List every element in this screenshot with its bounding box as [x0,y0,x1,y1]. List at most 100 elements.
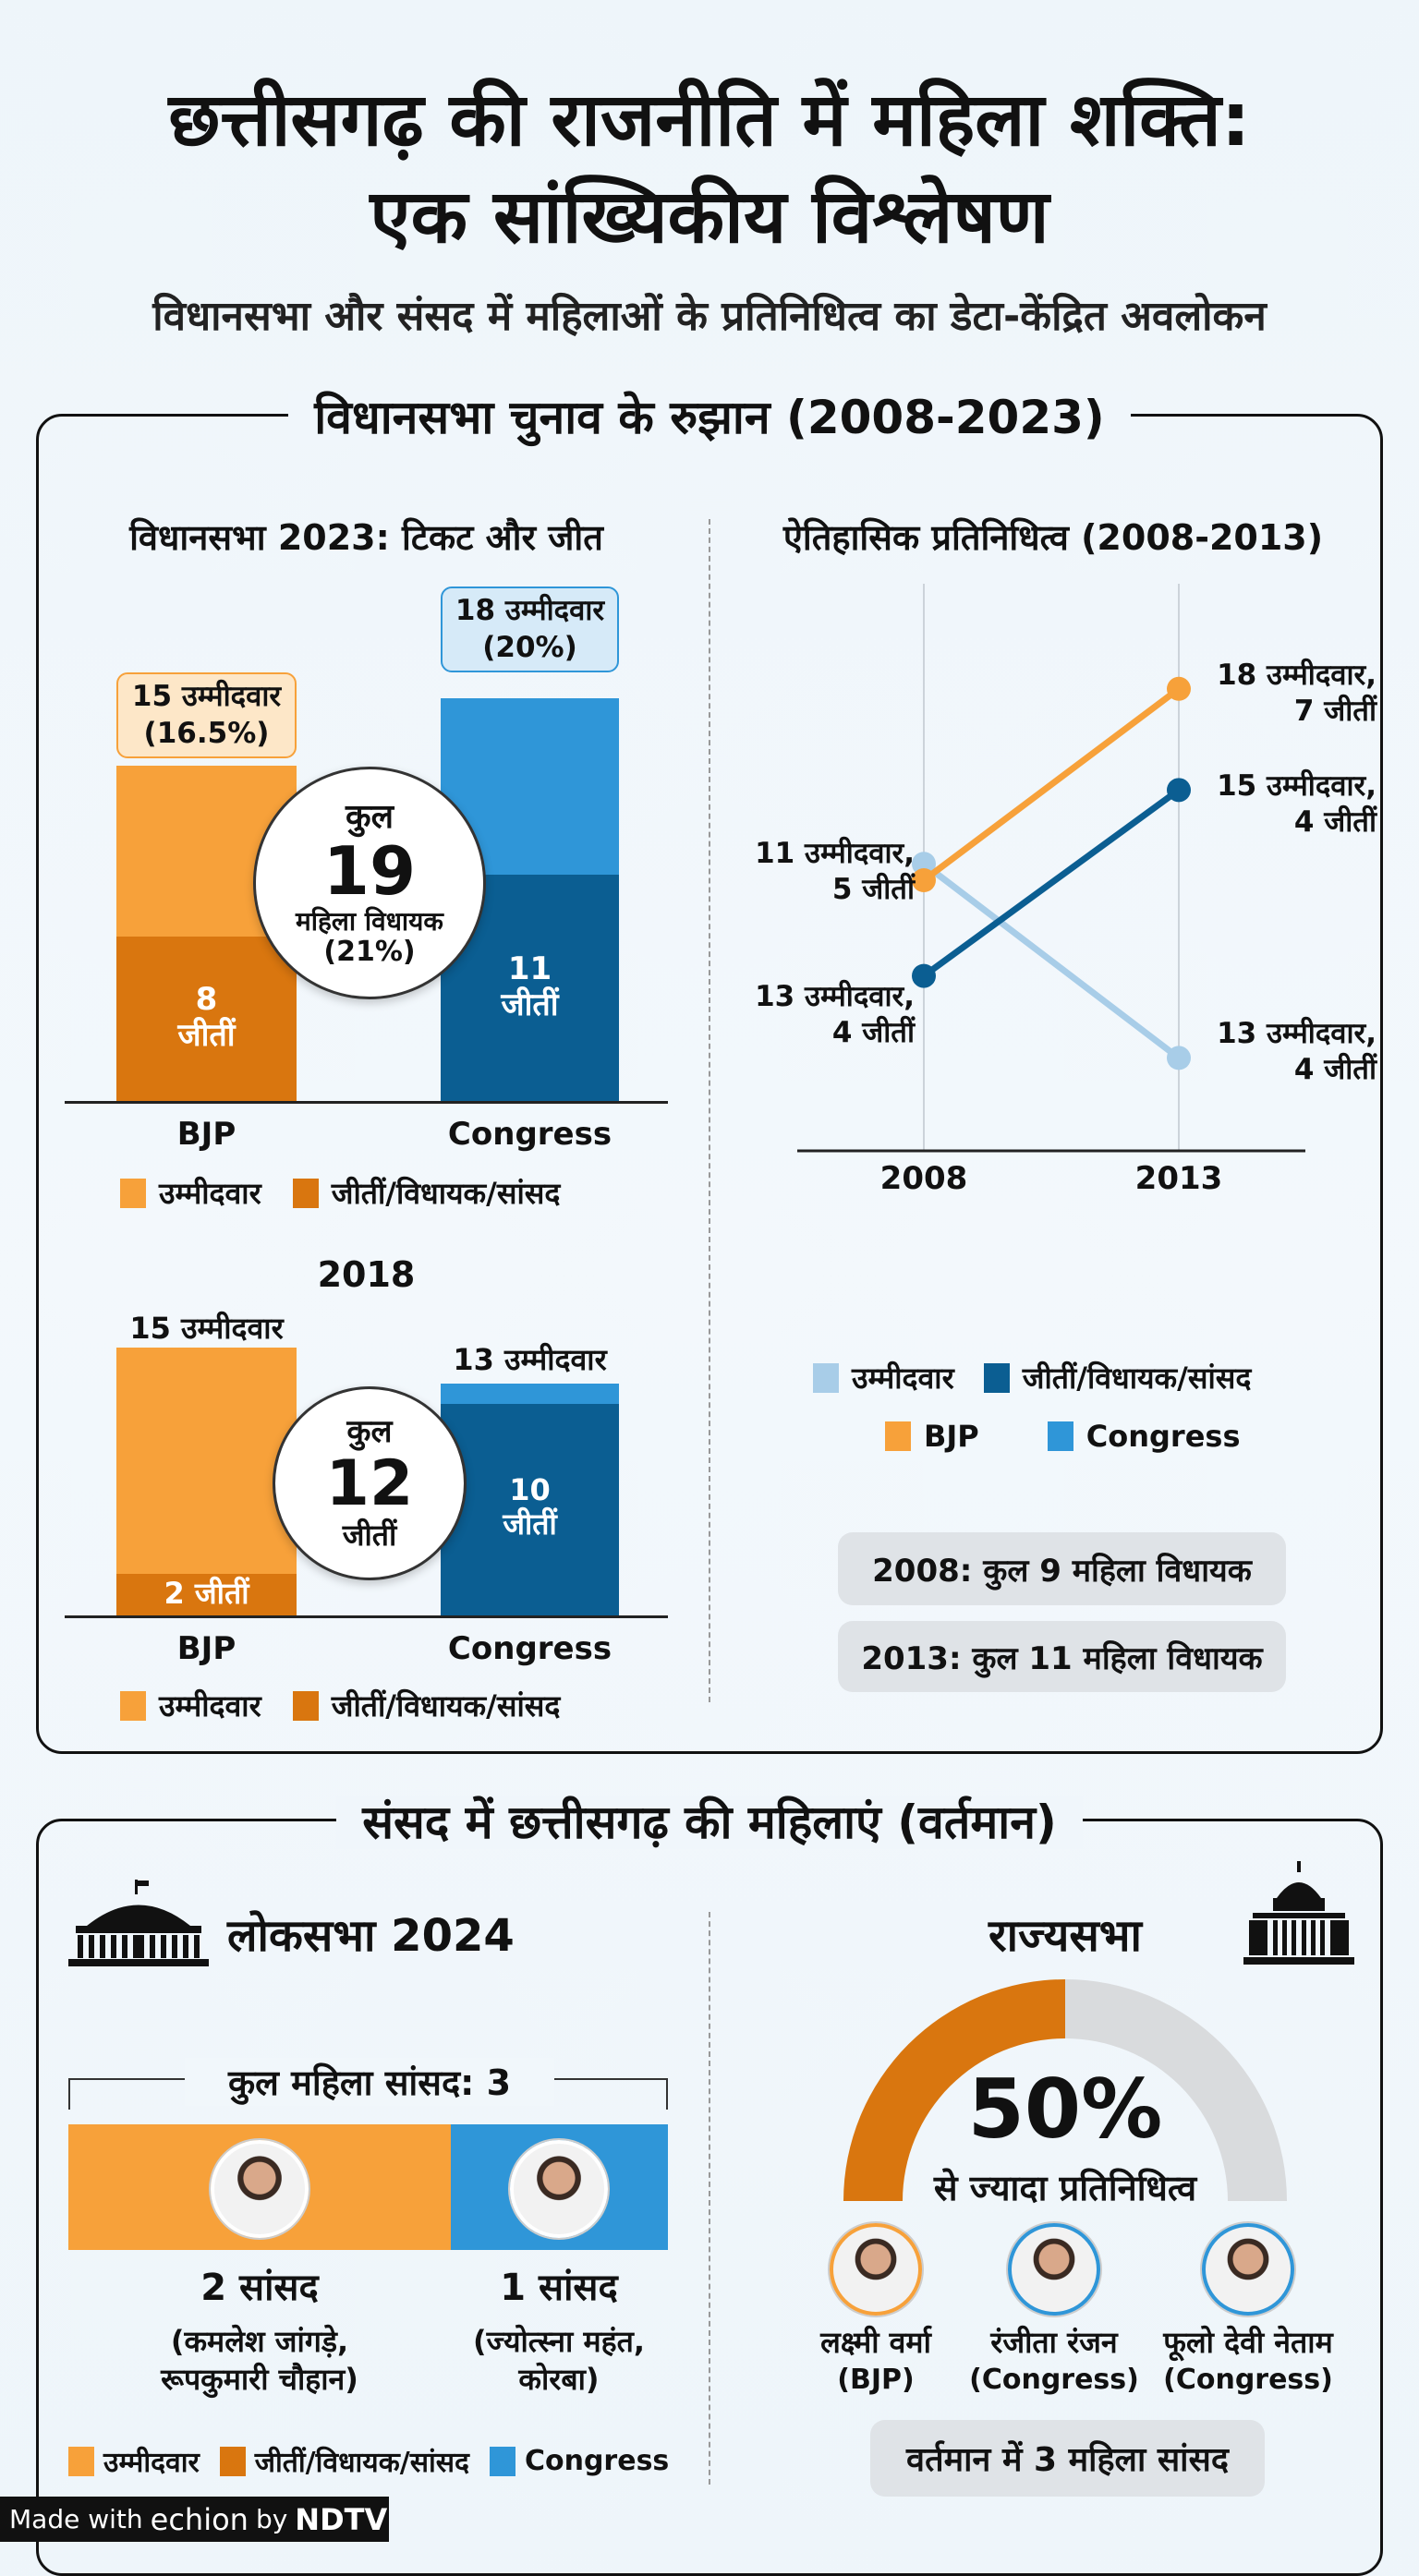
callout-text: 18 उम्मीदवार [455,594,605,627]
mp-avatar-congress [510,2140,608,2238]
chart-historical-title: ऐतिहासिक प्रतिनिधित्व (2008-2013) [782,517,1324,558]
callout-percent: (20%) [482,631,577,665]
member-name: रंजीता रंजन [990,2325,1118,2360]
section-parliament-heading: संसद में छत्तीसगढ़ की महिलाएं (वर्तमान) [0,1789,1419,1852]
annotation-right: 15 उम्मीदवार, 4 जीतीं [1192,768,1377,841]
gauge-caption: से ज्यादा प्रतिनिधित्व [933,2168,1197,2208]
congress-2018-top-label: 13 उम्मीदवार [453,1342,607,1377]
win-label-congress: 10 जीतीं [441,1473,619,1542]
total-2023-circle: कुल 19 महिला विधायक (21%) [253,767,486,999]
member-avatar [1008,2223,1100,2316]
legend-label: Congress [524,2445,670,2477]
circle-caption: महिला विधायक [296,906,443,937]
win-label-bjp: 8 जीतीं [116,982,297,1054]
x-label-bjp: BJP [176,1116,236,1153]
bjp-mp-names1: (कमलेश जांगड़े, [170,2324,349,2359]
data-point [912,852,936,877]
legend-swatch-candidates [68,2446,94,2476]
x-label-congress: Congress [447,1630,612,1667]
legend-swatch-candidates [813,1362,839,1393]
series-line [921,686,1182,883]
win-label-congress: 11 जीतीं [441,950,619,1023]
gauge-filled-arc [843,1979,1065,2201]
rajyasabha-gauge [843,1979,1287,2201]
legend-swatch-wins [292,1178,319,1208]
win-label-line: 8 [195,981,218,1019]
annotation-line: 13 उम्मीदवार, [755,980,915,1013]
legend-label: जीतीं/विधायक/सांसद [331,1176,561,1211]
line-legend-row1: उम्मीदवार जीतीं/विधायक/सांसद [813,1358,1251,1397]
win-label-line: 10 [509,1472,551,1507]
annotation-left: 13 उम्मीदवार, 4 जीतीं [711,979,915,1051]
legend-label: उम्मीदवार [103,2447,200,2479]
series-line [921,861,1182,1061]
legend-swatch-candidates [120,1690,146,1721]
win-label-line: जीतीं [501,986,559,1023]
annotation-line: 4 जीतीं [831,1015,915,1049]
chart-2018-title: 2018 [317,1254,416,1295]
footer-by: by [255,2504,288,2534]
callout-percent: (16.5%) [143,717,270,751]
congress-mp-names1: (ज्योत्स्ना महंत, [473,2324,645,2359]
circle-number: 19 [322,832,417,911]
win-label-line: जीतीं [177,1017,236,1055]
bar-candidates-bjp [116,1348,297,1616]
x-axis-2023 [65,1101,668,1104]
line-chart [797,584,1305,1153]
rajyasabha-building-icon [1243,1861,1354,1965]
legend-swatch-wins [219,2446,246,2476]
x-axis-2018 [65,1615,668,1618]
loksabha-total: कुल महिला सांसद: 3 [185,2058,554,2106]
legend-swatch-candidates [120,1178,146,1208]
x-label-bjp: BJP [176,1630,236,1667]
member-party: (BJP) [837,2364,915,2396]
page-title-line2: एक सांख्यिकीय विश्लेषण [370,174,1049,260]
member-avatar [830,2223,922,2316]
legend-label: BJP [924,1419,979,1454]
circle-number: 12 [325,1446,414,1520]
page-subtitle: विधानसभा और संसद में महिलाओं के प्रतिनिध… [152,293,1267,340]
legend-2018: उम्मीदवार जीतीं/विधायक/सांसद [120,1686,560,1725]
section-divider [709,519,710,1702]
legend-label: Congress [1085,1419,1241,1454]
note-2013: 2013: कुल 11 महिला विधायक [838,1621,1286,1692]
echion-logo: echion [150,2501,249,2537]
legend-label: जीतीं/विधायक/सांसद [1022,1361,1252,1396]
x-label-2013: 2013 [1134,1160,1223,1197]
data-point [912,963,936,988]
circle-label: कुल [346,1413,393,1451]
legend-swatch-congress [489,2446,515,2476]
callout-text: 15 उम्मीदवार [131,680,282,713]
footer-made-with: Made with [9,2504,143,2534]
chart-2023-title: विधानसभा 2023: टिकट और जीत [129,517,603,558]
win-label-bjp: 2 जीतीं [116,1577,297,1611]
rajyasabha-note: वर्तमान में 3 महिला सांसद [870,2420,1265,2497]
legend-label: उम्मीदवार [159,1688,261,1723]
legend-swatch-wins [983,1362,1010,1393]
legend-label: जीतीं/विधायक/सांसद [331,1688,561,1723]
annotation-line: 15 उम्मीदवार, [1217,769,1377,803]
legend-swatch-wins [292,1690,319,1721]
mp-avatar-bjp [211,2140,309,2238]
legend-2023: उम्मीदवार जीतीं/विधायक/सांसद [120,1173,560,1213]
annotation-left: 11 उम्मीदवार, 5 जीतीं [711,836,915,908]
data-point [1167,778,1191,803]
ndtv-logo: NDTV [295,2501,388,2537]
annotation-right: 18 उम्मीदवार, 7 जीतीं [1192,658,1377,730]
congress-mp-count: 1 सांसद [500,2267,618,2309]
annotation-line: 13 उम्मीदवार, [1217,1017,1377,1050]
member-party: (Congress) [1163,2364,1333,2396]
member-party: (Congress) [969,2364,1139,2396]
bjp-2018-top-label: 15 उम्मीदवार [129,1311,284,1346]
x-label-2008: 2008 [879,1160,968,1197]
member-avatar [1202,2223,1294,2316]
bar-wins-bjp [116,1574,297,1616]
win-label-line: 2 जीतीं [164,1576,249,1611]
circle-caption: जीतीं [342,1517,397,1553]
bar-wins-congress [441,1404,619,1616]
congress-mp-names2: कोरबा) [518,2362,600,2397]
member-name: लक्ष्मी वर्मा [820,2325,931,2360]
footer-badge[interactable]: Made with echion by NDTV [0,2497,389,2542]
line-legend-row2: BJP Congress [885,1419,1240,1454]
legend-label: उम्मीदवार [852,1361,954,1396]
